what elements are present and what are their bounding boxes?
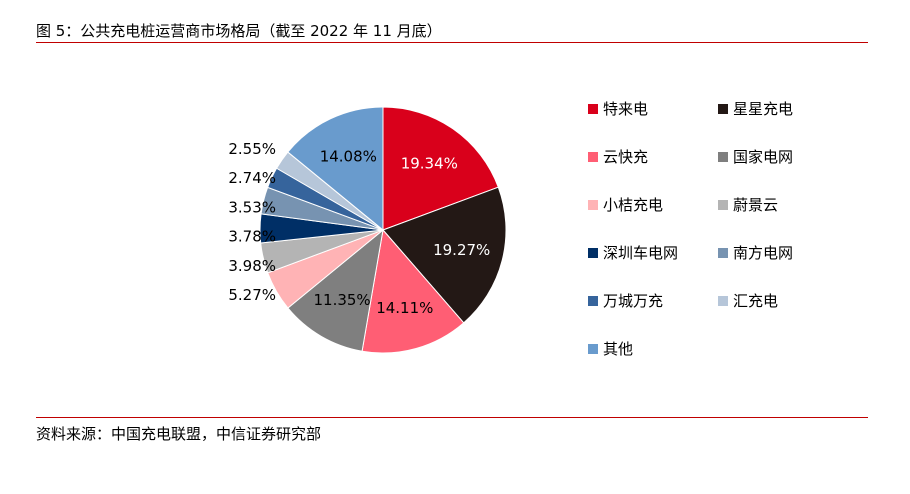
- source-note: 资料来源：中国充电联盟，中信证券研究部: [36, 425, 322, 443]
- legend-swatch: [718, 248, 728, 258]
- pie-slice-2: [382, 186, 507, 324]
- pie-slice-3: [361, 228, 465, 354]
- legend-item-10: 汇充电: [718, 292, 778, 310]
- legend-label: 其他: [603, 340, 634, 358]
- pie-slices: [259, 106, 507, 354]
- legend-item-4: 国家电网: [718, 148, 793, 166]
- slice-label-7: 3.78%: [228, 228, 276, 246]
- legend-label: 万城万充: [603, 292, 664, 310]
- figure-title: 图 5：公共充电桩运营商市场格局（截至 2022 年 11 月底）: [36, 22, 442, 40]
- legend-label: 蔚景云: [733, 196, 779, 214]
- slice-label-6: 3.98%: [228, 257, 276, 275]
- legend-item-1: 特来电: [588, 100, 648, 118]
- pie-slice-4: [287, 228, 384, 352]
- slice-label-4: 11.35%: [313, 291, 370, 309]
- pie-slice-11: [287, 106, 384, 232]
- legend-swatch: [718, 296, 728, 306]
- slice-label-9: 2.74%: [228, 169, 276, 187]
- legend-label: 南方电网: [733, 244, 794, 262]
- legend-label: 汇充电: [733, 292, 779, 310]
- legend-swatch: [718, 104, 728, 114]
- legend-label: 小桔充电: [603, 196, 664, 214]
- legend-swatch: [588, 104, 598, 114]
- slice-label-10: 2.55%: [228, 140, 276, 158]
- slice-label-2: 19.27%: [433, 241, 490, 259]
- legend-item-8: 南方电网: [718, 244, 793, 262]
- slice-label-8: 3.53%: [228, 198, 276, 216]
- legend-label: 云快充: [603, 148, 649, 166]
- legend-label: 特来电: [603, 100, 649, 118]
- legend-item-5: 小桔充电: [588, 196, 663, 214]
- legend-swatch: [588, 296, 598, 306]
- legend-swatch: [588, 248, 598, 258]
- legend-item-7: 深圳车电网: [588, 244, 678, 262]
- slice-label-3: 14.11%: [376, 299, 433, 317]
- title-divider: [36, 42, 868, 43]
- slice-label-11: 14.08%: [320, 148, 377, 166]
- slice-label-5: 5.27%: [228, 286, 276, 304]
- legend-label: 深圳车电网: [603, 244, 679, 262]
- legend-item-2: 星星充电: [718, 100, 793, 118]
- legend-item-3: 云快充: [588, 148, 648, 166]
- legend-swatch: [588, 200, 598, 210]
- legend-label: 星星充电: [733, 100, 794, 118]
- pie-slice-1: [382, 106, 499, 231]
- legend-swatch: [588, 344, 598, 354]
- legend-swatch: [718, 152, 728, 162]
- legend-label: 国家电网: [733, 148, 794, 166]
- legend-item-9: 万城万充: [588, 292, 663, 310]
- legend-item-6: 蔚景云: [718, 196, 778, 214]
- legend-item-11: 其他: [588, 340, 633, 358]
- pie-labels: 19.34% 19.27% 14.11% 11.35% 5.27% 3.98% 3.78% 3…: [228, 140, 490, 317]
- legend-swatch: [588, 152, 598, 162]
- source-divider: [36, 417, 868, 418]
- legend-swatch: [718, 200, 728, 210]
- chart-legend: 特来电 星星充电云快充 国家电网小桔充电 蔚景云深圳车电网 南方电网万城万充 汇充电其他: [588, 100, 828, 370]
- slice-label-1: 19.34%: [401, 154, 458, 172]
